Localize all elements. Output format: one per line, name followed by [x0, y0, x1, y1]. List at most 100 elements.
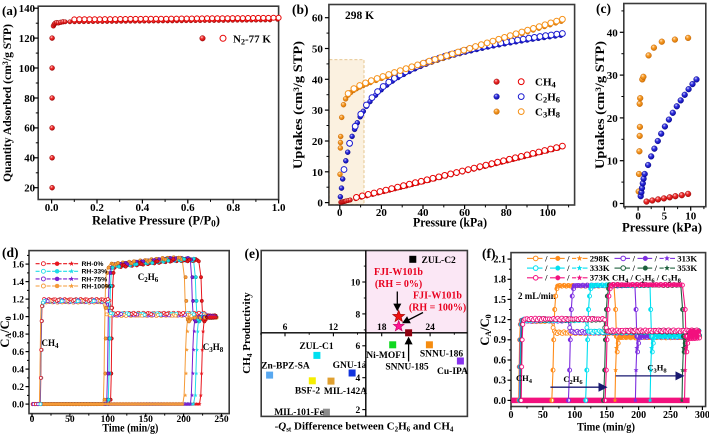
- svg-text:200: 200: [631, 410, 646, 421]
- svg-text:RH-0%: RH-0%: [82, 261, 104, 268]
- svg-text:FJI-W101b: FJI-W101b: [374, 267, 423, 278]
- svg-text:C3H8: C3H8: [647, 363, 667, 375]
- svg-text:313K: 313K: [677, 253, 697, 263]
- svg-text:FJI-W101b: FJI-W101b: [413, 291, 462, 302]
- svg-text:/: /: [632, 263, 636, 273]
- svg-text:1.2: 1.2: [12, 295, 24, 305]
- svg-text:40: 40: [418, 207, 430, 219]
- svg-text:Uptakes (cm3/g STP): Uptakes (cm3/g STP): [291, 41, 305, 169]
- svg-text:CH4 Productivity: CH4 Productivity: [241, 292, 254, 374]
- svg-text:Time (min/g): Time (min/g): [102, 423, 158, 435]
- svg-text:/: /: [544, 273, 548, 283]
- svg-text:6: 6: [283, 323, 288, 333]
- svg-text:-Qst Difference between C2H6 a: -Qst Difference between C2H6 and CH4: [275, 421, 454, 434]
- svg-text:373K: 373K: [590, 273, 610, 283]
- svg-text:0: 0: [612, 199, 618, 211]
- svg-text:N2-77 K: N2-77 K: [233, 34, 271, 47]
- svg-text:/: /: [566, 253, 570, 263]
- svg-text:0.9: 0.9: [494, 335, 507, 346]
- svg-text:CH4: CH4: [535, 77, 557, 90]
- svg-text:20: 20: [376, 207, 388, 219]
- svg-text:/: /: [566, 273, 570, 283]
- svg-text:0.2: 0.2: [12, 383, 24, 393]
- svg-text:120: 120: [19, 33, 35, 45]
- svg-text:MIL-101-Fe: MIL-101-Fe: [274, 408, 324, 418]
- svg-text:2.1: 2.1: [494, 255, 507, 266]
- svg-text:298K: 298K: [590, 253, 610, 263]
- svg-text:2: 2: [356, 406, 361, 416]
- svg-text:(c): (c): [596, 1, 611, 16]
- svg-text:10: 10: [312, 167, 324, 179]
- svg-text:1.2: 1.2: [494, 315, 507, 326]
- svg-text:1.0: 1.0: [12, 313, 24, 323]
- svg-text:0.4: 0.4: [136, 202, 150, 214]
- svg-text:C3H8: C3H8: [203, 342, 224, 354]
- svg-text:0: 0: [317, 198, 323, 210]
- svg-text:Pressure (kPa): Pressure (kPa): [413, 216, 487, 230]
- svg-text:(f): (f): [482, 246, 496, 261]
- svg-text:/: /: [544, 263, 548, 273]
- svg-text:Relative Pressure (P/P0): Relative Pressure (P/P 0): [92, 214, 220, 229]
- svg-text:/: /: [654, 263, 658, 273]
- svg-text:1.8: 1.8: [494, 275, 507, 286]
- svg-text:CA/C0: CA/C0: [0, 316, 13, 347]
- svg-text:0: 0: [509, 410, 514, 421]
- svg-text:40: 40: [24, 153, 35, 165]
- svg-text:(a): (a): [2, 3, 17, 18]
- svg-text:100: 100: [19, 63, 35, 75]
- svg-text:80: 80: [24, 93, 35, 105]
- svg-text:40: 40: [312, 74, 324, 86]
- svg-text:250: 250: [214, 415, 229, 425]
- svg-text:333K: 333K: [590, 263, 610, 273]
- svg-text:C3H8: C3H8: [535, 107, 560, 120]
- svg-text:RH-75%: RH-75%: [82, 276, 108, 283]
- svg-text:RH-33%: RH-33%: [82, 269, 108, 276]
- svg-text:Zn-BPZ-SA: Zn-BPZ-SA: [261, 362, 310, 372]
- svg-text:1.6: 1.6: [12, 260, 24, 270]
- svg-text:0.0: 0.0: [494, 396, 507, 407]
- svg-text:(RH = 0%): (RH = 0%): [375, 279, 422, 290]
- svg-text:5: 5: [662, 211, 668, 223]
- svg-text:/: /: [544, 253, 548, 263]
- svg-text:30: 30: [607, 70, 619, 82]
- svg-text:0.2: 0.2: [90, 202, 104, 214]
- svg-text:/: /: [632, 253, 636, 263]
- svg-text:300: 300: [695, 410, 709, 421]
- svg-text:Cu-IPA: Cu-IPA: [437, 367, 468, 377]
- svg-text:0.6: 0.6: [494, 355, 507, 366]
- svg-text:C2H6: C2H6: [138, 272, 159, 284]
- svg-text:CH4: CH4: [42, 338, 60, 350]
- svg-text:20: 20: [24, 183, 35, 195]
- svg-text:(RH = 100%): (RH = 100%): [409, 303, 466, 314]
- svg-text:1.5: 1.5: [494, 295, 507, 306]
- svg-text:GNU-1a: GNU-1a: [333, 361, 367, 371]
- svg-text:80: 80: [501, 207, 513, 219]
- svg-text:4: 4: [356, 374, 361, 384]
- svg-text:50: 50: [65, 415, 75, 425]
- svg-text:10: 10: [685, 211, 697, 223]
- svg-text:40: 40: [607, 27, 619, 39]
- svg-text:C2H6: C2H6: [563, 374, 583, 386]
- svg-text:C2H6: C2H6: [535, 92, 560, 105]
- svg-text:2 mL/min: 2 mL/min: [518, 291, 556, 301]
- svg-text:ZUL-C2: ZUL-C2: [422, 256, 457, 266]
- svg-text:20: 20: [312, 136, 324, 148]
- svg-text:1.0: 1.0: [272, 202, 286, 214]
- svg-text:Pressure (kPa): Pressure (kPa): [622, 221, 702, 235]
- svg-text:353K: 353K: [677, 263, 697, 273]
- svg-text:/: /: [566, 263, 570, 273]
- svg-text:6: 6: [356, 342, 361, 352]
- svg-text:MIL-142A: MIL-142A: [324, 387, 367, 397]
- svg-text:50: 50: [312, 44, 324, 56]
- svg-text:0.6: 0.6: [181, 202, 195, 214]
- svg-text:20: 20: [607, 113, 619, 125]
- svg-text:100: 100: [567, 410, 582, 421]
- svg-text:0.0: 0.0: [45, 202, 59, 214]
- svg-text:250: 250: [663, 410, 678, 421]
- svg-text:0: 0: [30, 415, 35, 425]
- svg-text:SNNU-185: SNNU-185: [385, 363, 429, 373]
- svg-text:Quantity Adsorbed (cm3/g STP): Quantity Adsorbed (cm3/g STP): [0, 24, 14, 182]
- svg-text:150: 150: [599, 410, 614, 421]
- svg-text:Time (min/g): Time (min/g): [577, 422, 635, 434]
- svg-text:Uptakes (cm3/g STP): Uptakes (cm3/g STP): [593, 41, 607, 169]
